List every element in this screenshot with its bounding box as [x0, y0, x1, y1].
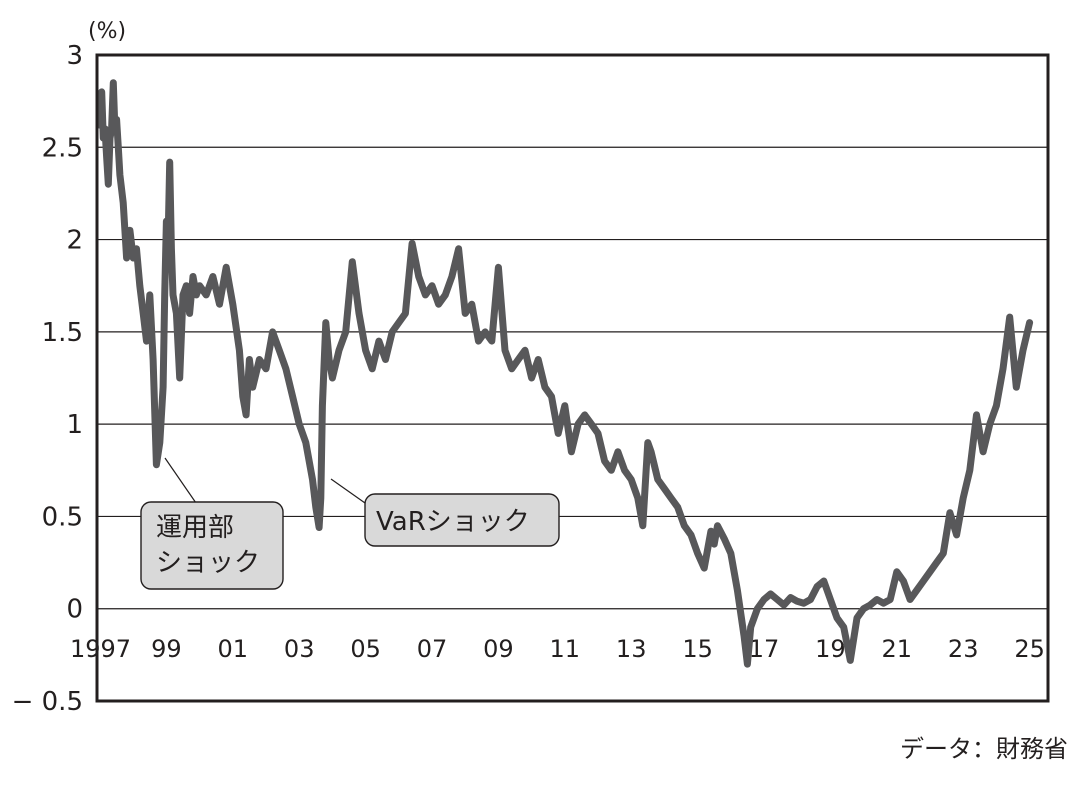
x-axis-tick-labels: 1997 99 01 03 05 07 09 11 13 15 17 19 21 23 25 — [70, 635, 1045, 663]
annotation-text-var: VaRショック — [376, 507, 530, 537]
annotation-leader-var — [330, 478, 366, 504]
y-axis-unit-label: (%) — [88, 19, 126, 44]
annotation-leader-unyobu — [164, 457, 197, 504]
annotation-box-unyobu — [140, 501, 284, 590]
plot-frame — [95, 53, 1050, 703]
y-axis-tick-labels: 3 2.5 2 1.5 1 0.5 0 − 0.5 — [12, 41, 83, 717]
x-tick-label: 19 — [815, 635, 846, 663]
y-tick-label: 0.5 — [42, 502, 83, 532]
x-tick-label: 21 — [882, 635, 913, 663]
x-tick-label: 17 — [749, 635, 780, 663]
x-tick-label: 05 — [350, 635, 381, 663]
annotation-box-var — [364, 493, 560, 547]
x-tick-label: 03 — [284, 635, 315, 663]
y-tick-label: 0 — [66, 595, 83, 625]
data-source-note: データ：財務省 — [900, 735, 1068, 763]
x-tick-label: 25 — [1014, 635, 1045, 663]
y-tick-label: 3 — [66, 41, 83, 71]
x-tick-label: 07 — [417, 635, 448, 663]
x-tick-label: 01 — [218, 635, 249, 663]
x-tick-label: 15 — [682, 635, 713, 663]
annotation-text-unyobu-line1: 運用部 — [156, 513, 234, 543]
y-tick-label: 1 — [66, 410, 83, 440]
x-tick-label: 1997 — [70, 635, 131, 663]
x-tick-label: 13 — [616, 635, 647, 663]
yield-series-line — [96, 79, 1034, 668]
annotation-text-unyobu-line2: ショック — [156, 548, 260, 578]
y-tick-label: 1.5 — [42, 318, 83, 348]
x-tick-label: 99 — [151, 635, 182, 663]
x-tick-label: 09 — [483, 635, 514, 663]
x-tick-label: 11 — [550, 635, 581, 663]
y-tick-label: 2 — [66, 226, 83, 256]
y-tick-label: − 0.5 — [12, 687, 83, 717]
x-tick-label: 23 — [948, 635, 979, 663]
y-tick-label: 2.5 — [42, 133, 83, 163]
